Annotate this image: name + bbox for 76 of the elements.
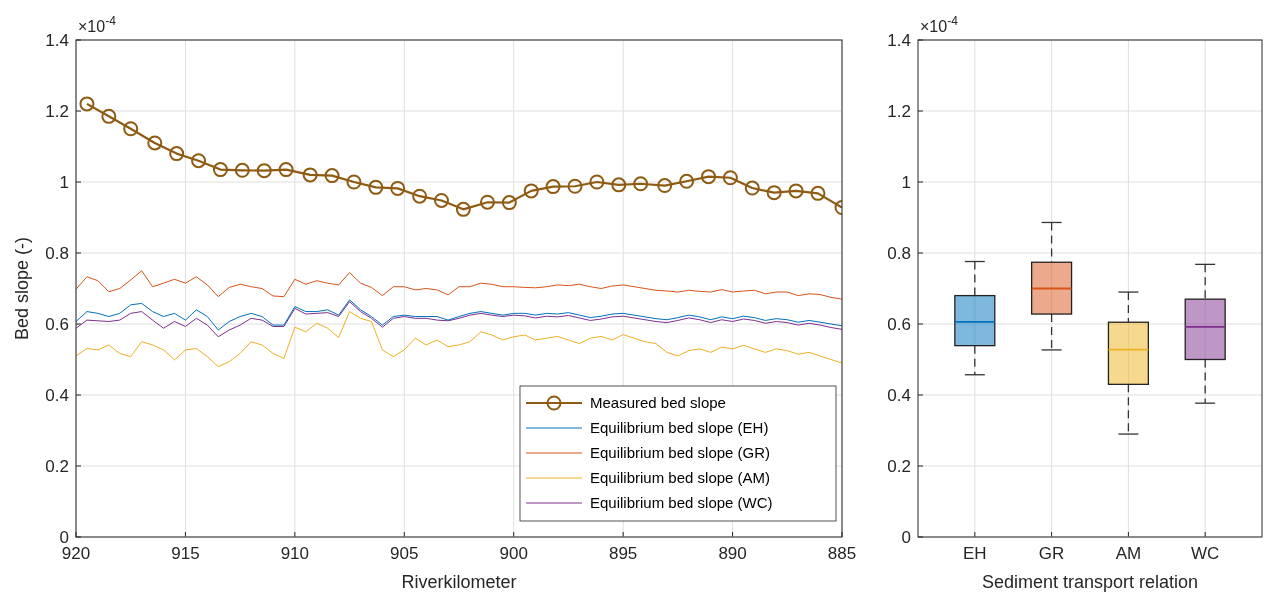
point	[368, 179, 384, 195]
legend-label: Equilibrium bed slope (AM)	[590, 469, 771, 487]
point	[324, 168, 340, 184]
point	[701, 169, 716, 185]
point	[147, 135, 163, 151]
legend-label: Measured bed slope	[590, 394, 726, 412]
y-tick-label: 1	[59, 172, 69, 192]
x-tick-label: AM	[1115, 544, 1142, 563]
point	[390, 180, 406, 196]
y-tick-label: 0.6	[45, 314, 69, 334]
y-tick-label: 0.2	[45, 456, 69, 476]
x-axis-title: Riverkilometer	[401, 572, 517, 592]
point	[722, 170, 738, 186]
y-tick-label: 0.6	[887, 314, 911, 334]
y-tick-label: 0	[901, 527, 911, 547]
y-tick-label: 0.2	[887, 456, 911, 476]
point	[101, 108, 117, 124]
point	[633, 176, 649, 192]
y-tick-label: 1.4	[45, 30, 69, 50]
point	[501, 195, 517, 211]
point	[346, 174, 362, 190]
point	[611, 177, 627, 193]
text: ×10$^{-4}$	[78, 14, 117, 35]
legend-label: Equilibrium bed slope (WC)	[590, 494, 773, 512]
point	[433, 192, 449, 208]
point	[169, 146, 185, 162]
point	[212, 162, 228, 178]
x-tick-label: 890	[718, 544, 747, 563]
y-tick-label: 0.4	[887, 385, 911, 405]
point	[302, 167, 318, 183]
point	[479, 194, 495, 210]
point	[123, 121, 139, 137]
y-tick-label: 1	[901, 172, 911, 192]
point	[191, 153, 207, 169]
point	[679, 173, 695, 189]
point	[766, 185, 782, 201]
x-tick-label: 905	[390, 544, 419, 563]
y-tick-label: 1.2	[45, 101, 69, 121]
point	[744, 180, 760, 196]
x-tick-label: WC	[1191, 544, 1220, 563]
x-tick-label: EH	[963, 544, 987, 563]
point	[810, 185, 826, 201]
point	[412, 188, 428, 204]
x-tick-label: 885	[827, 544, 857, 563]
point	[523, 183, 539, 199]
y-tick-label: 0.8	[887, 243, 911, 263]
line-series	[76, 301, 842, 338]
point	[589, 174, 605, 190]
y-tick-label: 0	[59, 527, 69, 547]
point	[788, 183, 804, 199]
x-tick-label: 900	[499, 544, 528, 563]
y-axis-title: Bed slope (-)	[12, 236, 32, 341]
text: ×10$^{-4}$	[920, 14, 959, 35]
x-tick-label: 910	[280, 544, 310, 563]
point	[79, 96, 95, 112]
point	[455, 201, 471, 217]
x-tick-label: 895	[608, 544, 638, 563]
line-series	[76, 311, 842, 368]
x-tick-label: 920	[61, 544, 91, 563]
x-axis-title: Sediment transport relation	[981, 572, 1199, 592]
point	[545, 179, 561, 195]
point	[256, 163, 272, 179]
point	[567, 178, 583, 194]
x-tick-label: 915	[171, 544, 200, 563]
legend-label: Equilibrium bed slope (EH)	[590, 419, 769, 437]
point	[278, 162, 294, 178]
y-tick-label: 0.8	[45, 243, 69, 263]
line-series	[76, 299, 842, 331]
point	[234, 162, 250, 178]
legend-label: Equilibrium bed slope (GR)	[590, 444, 771, 462]
line-series	[76, 270, 842, 300]
x-tick-label: GR	[1038, 544, 1065, 563]
y-tick-label: 1.2	[887, 101, 911, 121]
point	[657, 178, 673, 194]
y-tick-label: 0.4	[45, 385, 69, 405]
y-tick-label: 1.4	[887, 30, 911, 50]
